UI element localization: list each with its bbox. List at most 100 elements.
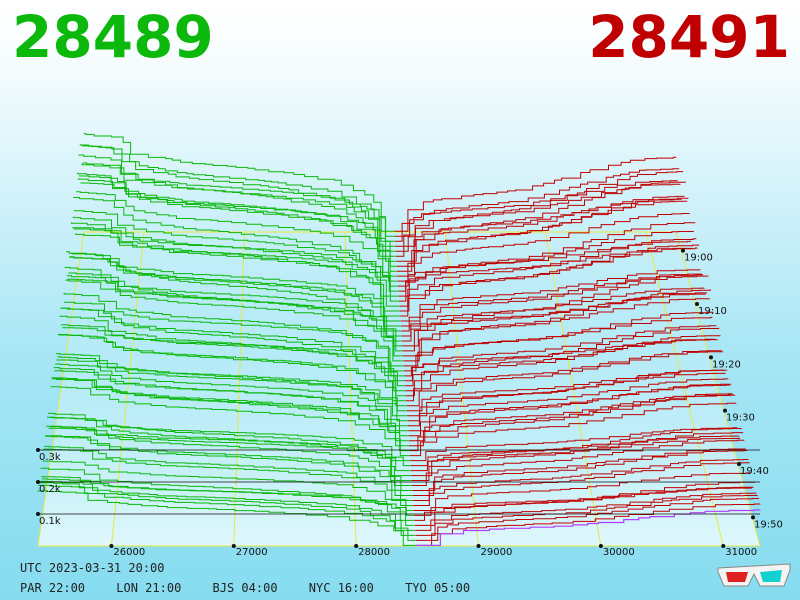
3d-glasses-icon[interactable] bbox=[714, 560, 794, 592]
bid-depth-line bbox=[57, 333, 407, 407]
bid-depth-line bbox=[77, 178, 397, 272]
bid-depth-line bbox=[39, 480, 415, 531]
bid-depth-line bbox=[53, 367, 409, 437]
timezone-london: LON 21:00 bbox=[116, 581, 182, 595]
bid-depth-line bbox=[38, 484, 416, 541]
bid-price: 28489 bbox=[12, 3, 214, 71]
ask-depth-line bbox=[406, 351, 724, 407]
bid-depth-line bbox=[68, 272, 402, 337]
depth-tick-mark bbox=[36, 448, 40, 452]
ask-depth-line bbox=[395, 183, 681, 247]
ask-depth-line bbox=[413, 462, 750, 506]
x-tick-mark bbox=[231, 544, 236, 548]
ask-depth-line bbox=[402, 275, 709, 352]
depth-tick-mark bbox=[36, 512, 40, 516]
bid-depth-line bbox=[63, 301, 404, 367]
timezone-beijing: BJS 04:00 bbox=[212, 581, 278, 595]
bid-depth-line bbox=[66, 251, 403, 352]
bid-depth-line bbox=[59, 315, 406, 397]
bid-depth-line bbox=[46, 425, 412, 486]
utc-timestamp: UTC 2023-03-31 20:00 bbox=[20, 561, 165, 575]
ask-depth-line bbox=[416, 503, 761, 546]
bid-depth-line bbox=[68, 256, 401, 332]
ask-depth-line bbox=[400, 244, 700, 317]
ask-depth-line bbox=[400, 269, 701, 322]
bid-depth-line bbox=[82, 145, 395, 242]
bid-depth-line bbox=[74, 210, 399, 297]
ask-depth-line bbox=[394, 168, 680, 242]
grid-line-side bbox=[37, 231, 85, 547]
ask-depth-line bbox=[412, 448, 746, 491]
ask-depth-line bbox=[411, 428, 742, 477]
bid-depth-line bbox=[69, 256, 401, 327]
bid-depth-line bbox=[41, 476, 415, 521]
bid-depth-line bbox=[39, 481, 416, 536]
bid-depth-line bbox=[79, 175, 396, 262]
ask-depth-line bbox=[414, 481, 756, 526]
time-tick-label: 19:10 bbox=[698, 306, 727, 317]
x-tick-label: 28000 bbox=[358, 547, 390, 558]
x-tick-mark bbox=[476, 544, 481, 548]
time-tick-label: 19:50 bbox=[754, 519, 783, 530]
bid-depth-line bbox=[76, 191, 398, 282]
time-tick-mark bbox=[723, 408, 727, 413]
time-tick-label: 19:40 bbox=[740, 466, 769, 477]
ask-depth-line bbox=[413, 472, 752, 511]
ask-depth-line bbox=[411, 437, 740, 472]
bid-depth-line bbox=[78, 154, 397, 267]
ask-depth-line bbox=[401, 274, 704, 332]
bid-depth-line bbox=[70, 252, 401, 322]
ask-depth-line bbox=[398, 231, 694, 297]
x-tick-mark bbox=[354, 544, 359, 548]
timezone-newyork: NYC 16:00 bbox=[308, 581, 374, 595]
bid-depth-line bbox=[60, 307, 406, 392]
ask-depth-line bbox=[408, 393, 733, 442]
ask-price: 28491 bbox=[588, 3, 790, 71]
bid-depth-line bbox=[48, 427, 411, 472]
ask-depth-line bbox=[410, 427, 738, 462]
x-tick-label: 31000 bbox=[725, 547, 757, 558]
bid-depth-line bbox=[61, 307, 405, 382]
ask-depth-line bbox=[394, 156, 677, 232]
ask-depth-line bbox=[399, 238, 697, 307]
time-tick-mark bbox=[751, 515, 755, 520]
ask-depth-line bbox=[395, 198, 682, 252]
bid-depth-line bbox=[64, 266, 404, 362]
x-tick-mark bbox=[598, 544, 603, 548]
ask-depth-line bbox=[398, 240, 692, 287]
depth-tick-mark bbox=[36, 480, 40, 484]
bid-depth-line bbox=[42, 460, 414, 511]
time-tick-mark bbox=[709, 355, 713, 360]
ask-depth-line bbox=[409, 402, 737, 457]
ask-depth-line bbox=[397, 197, 689, 277]
ask-depth-line bbox=[408, 383, 732, 437]
grid-line-price bbox=[344, 231, 357, 547]
bid-depth-line bbox=[62, 327, 405, 377]
bid-depth-line bbox=[65, 279, 403, 357]
bid-depth-line bbox=[55, 353, 408, 422]
ask-depth-line bbox=[405, 327, 720, 392]
bid-depth-line bbox=[66, 275, 402, 347]
bid-depth-line bbox=[40, 467, 415, 526]
bid-depth-line bbox=[50, 386, 410, 457]
timezone-clocks: PAR 22:00 LON 21:00 BJS 04:00 NYC 16:00 … bbox=[20, 581, 494, 595]
bid-depth-line bbox=[44, 435, 413, 496]
ask-depth-line bbox=[412, 450, 748, 496]
ask-depth-line bbox=[405, 335, 721, 397]
ask-depth-line bbox=[415, 498, 760, 541]
bid-depth-line bbox=[43, 448, 414, 506]
bid-depth-line bbox=[76, 172, 398, 277]
bid-depth-line bbox=[72, 216, 400, 307]
bid-depth-line bbox=[79, 144, 396, 257]
grid-line-price bbox=[233, 231, 246, 547]
timezone-tokyo: TYO 05:00 bbox=[405, 581, 471, 595]
depth-tick-label: 0.2k bbox=[39, 484, 61, 495]
bid-depth-line bbox=[47, 416, 412, 481]
time-tick-mark bbox=[695, 302, 699, 306]
x-tick-label: 30000 bbox=[603, 547, 635, 558]
ask-depth-line bbox=[402, 292, 708, 347]
bid-depth-line bbox=[63, 292, 404, 372]
ask-depth-line bbox=[408, 384, 730, 432]
bid-depth-line bbox=[83, 133, 394, 232]
